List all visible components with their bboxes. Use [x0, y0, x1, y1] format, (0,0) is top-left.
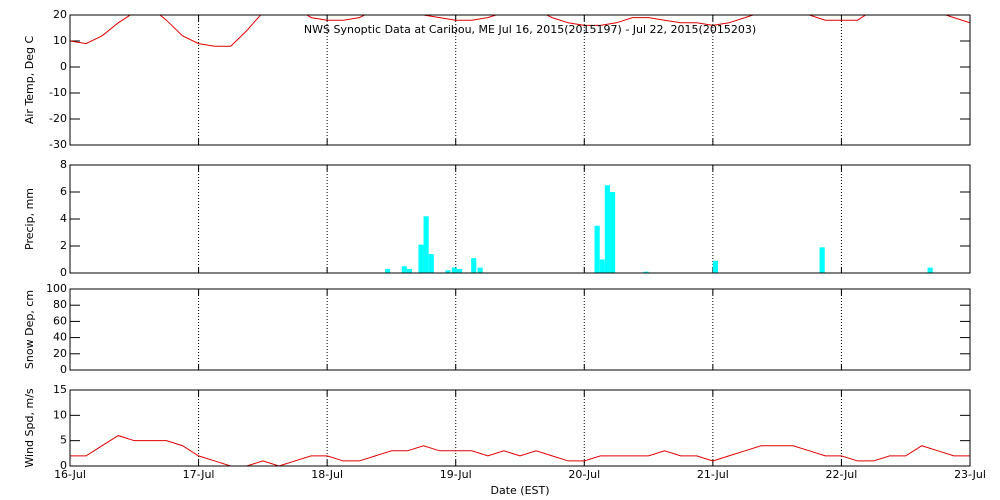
frame: [69, 288, 971, 371]
bar: [418, 244, 424, 273]
y-axis-label: Precip, mm: [23, 188, 36, 250]
line: [70, 435, 970, 466]
y-tick-label: 40: [53, 331, 67, 344]
y-tick-label: 4: [60, 212, 67, 225]
plot: [70, 15, 970, 47]
x-tick-label: 16-Jul: [54, 468, 86, 481]
x-tick-label: 18-Jul: [311, 468, 343, 481]
bar: [406, 268, 412, 273]
y-tick-label: 100: [46, 282, 67, 295]
x-tick-label: 19-Jul: [440, 468, 472, 481]
x-tick-label: 21-Jul: [697, 468, 729, 481]
bar: [445, 270, 451, 273]
frame: [69, 164, 971, 274]
bar: [643, 271, 649, 273]
y-axis-label: Snow Dep, cm: [23, 290, 36, 369]
frame: [69, 389, 971, 467]
y-tick-label: 80: [53, 298, 67, 311]
y-axis-label: Wind Spd, m/s: [23, 388, 36, 468]
y-tick-label: 0: [60, 60, 67, 73]
plot: [70, 435, 970, 466]
bar: [457, 268, 463, 273]
bar: [819, 247, 825, 273]
bar: [451, 267, 457, 273]
x-tick-label: 23-Jul: [954, 468, 986, 481]
bar: [712, 260, 718, 273]
bar: [423, 216, 429, 273]
bar: [599, 259, 605, 273]
bar: [604, 185, 610, 273]
y-tick-label: 15: [53, 383, 67, 396]
y-tick-label: 0: [60, 266, 67, 279]
x-tick-label: 20-Jul: [568, 468, 600, 481]
bar: [927, 267, 933, 273]
y-tick-label: -10: [49, 86, 67, 99]
line: [70, 15, 970, 47]
y-tick-label: 8: [60, 158, 67, 171]
x-tick-label: 22-Jul: [825, 468, 857, 481]
y-tick-label: 2: [60, 239, 67, 252]
bar: [401, 266, 407, 273]
bar: [610, 192, 616, 273]
y-tick-label: 10: [53, 34, 67, 47]
y-tick-label: 0: [60, 363, 67, 376]
y-tick-label: 10: [53, 408, 67, 421]
y-tick-label: 6: [60, 185, 67, 198]
x-axis-label: Date (EST): [490, 484, 549, 497]
y-tick-label: -30: [49, 138, 67, 151]
y-tick-label: 0: [60, 459, 67, 472]
y-tick-label: 60: [53, 314, 67, 327]
chart-title: NWS Synoptic Data at Caribou, ME Jul 16,…: [304, 23, 756, 36]
bar: [594, 225, 600, 273]
bar: [471, 258, 477, 273]
frame: [69, 14, 971, 146]
bar: [428, 254, 434, 273]
bar: [385, 268, 391, 273]
bar: [477, 267, 483, 273]
y-tick-label: 5: [60, 434, 67, 447]
plot: [385, 185, 933, 273]
y-tick-label: -20: [49, 112, 67, 125]
y-tick-label: 20: [53, 347, 67, 360]
y-tick-label: 20: [53, 8, 67, 21]
x-tick-label: 17-Jul: [183, 468, 215, 481]
y-axis-label: Air Temp, Deg C: [23, 36, 36, 125]
